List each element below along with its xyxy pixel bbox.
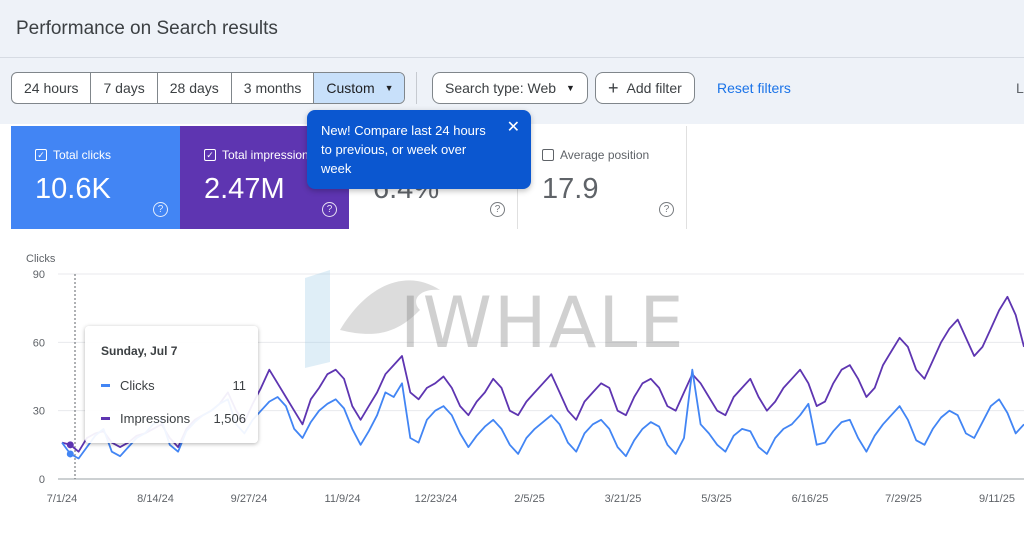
whale-logo-watermark — [305, 270, 440, 368]
search-type-label: Search type: Web — [445, 80, 557, 96]
x-tick-label: 8/14/24 — [137, 493, 174, 505]
metric-card-position[interactable]: Average position 17.9 ? — [518, 126, 687, 229]
metric-value-impressions: 2.47M — [204, 173, 285, 205]
clicks-legend-dash — [101, 384, 110, 387]
x-tick-label: 2/5/25 — [514, 493, 545, 505]
date-range-3-months[interactable]: 3 months — [232, 73, 315, 103]
metric-label-impressions: Total impressions — [222, 148, 315, 162]
date-range-selector: 24 hours 7 days 28 days 3 months Custom … — [11, 72, 405, 104]
tooltip-text: New! Compare last 24 hours to previous, … — [321, 123, 486, 176]
metric-value-position: 17.9 — [542, 173, 599, 205]
close-icon[interactable]: ✕ — [506, 119, 520, 136]
watermark-text: IWHALE — [400, 282, 686, 364]
y-tick-label: 30 — [33, 406, 45, 418]
chart-hover-card: Sunday, Jul 7 Clicks 11 Impressions 1,50… — [85, 326, 258, 443]
y-tick-label: 60 — [33, 337, 45, 349]
y-tick-label: 90 — [33, 269, 45, 281]
help-icon[interactable]: ? — [490, 202, 505, 217]
x-tick-label: 9/27/24 — [231, 493, 268, 505]
hover-card-row-impressions: Impressions 1,506 — [101, 411, 246, 426]
x-tick-label: 12/23/24 — [415, 493, 458, 505]
x-tick-label: 3/21/25 — [605, 493, 642, 505]
plus-icon: + — [608, 77, 619, 98]
impressions-legend-dash — [101, 417, 110, 420]
last-update-text-cut: L — [1016, 80, 1024, 96]
metric-value-clicks: 10.6K — [35, 173, 111, 205]
compare-tooltip: New! Compare last 24 hours to previous, … — [307, 110, 531, 189]
x-tick-label: 5/3/25 — [701, 493, 732, 505]
hover-card-label: Clicks — [120, 378, 155, 393]
x-tick-label: 6/16/25 — [792, 493, 829, 505]
checkbox-unchecked-icon[interactable] — [542, 149, 554, 161]
page-title: Performance on Search results — [16, 18, 278, 39]
chart-y-axis-title: Clicks — [26, 253, 56, 265]
dropdown-caret-icon: ▼ — [566, 83, 575, 93]
hover-card-date: Sunday, Jul 7 — [101, 344, 178, 358]
help-icon[interactable]: ? — [153, 202, 168, 217]
toolbar-divider — [416, 72, 417, 104]
x-tick-label: 9/11/25 — [979, 493, 1015, 505]
metric-label-row: ✓ Total impressions — [204, 148, 315, 162]
hover-card-label: Impressions — [120, 411, 191, 426]
y-tick-label: 0 — [39, 474, 45, 486]
help-icon[interactable]: ? — [322, 202, 337, 217]
date-range-7-days[interactable]: 7 days — [91, 73, 158, 103]
dropdown-caret-icon: ▼ — [384, 83, 394, 93]
x-tick-label: 7/1/24 — [47, 493, 78, 505]
date-range-custom[interactable]: Custom ▼ — [314, 73, 404, 103]
add-filter-label: Add filter — [626, 80, 682, 96]
date-range-28-days[interactable]: 28 days — [158, 73, 232, 103]
date-range-24-hours[interactable]: 24 hours — [12, 73, 92, 103]
help-icon[interactable]: ? — [659, 202, 674, 217]
search-type-dropdown[interactable]: Search type: Web ▼ — [432, 72, 588, 104]
x-tick-label: 11/9/24 — [325, 493, 361, 505]
reset-filters-link[interactable]: Reset filters — [717, 80, 791, 96]
hover-point-impressions — [66, 441, 74, 449]
x-tick-label: 7/29/25 — [885, 493, 922, 505]
header-divider — [0, 57, 1024, 58]
hover-card-row-clicks: Clicks 11 — [101, 378, 246, 393]
hover-card-value: 1,506 — [213, 411, 246, 426]
add-filter-button[interactable]: + Add filter — [595, 72, 695, 104]
date-range-custom-label: Custom — [326, 80, 375, 96]
hover-point-clicks — [66, 450, 74, 458]
metric-label-row: ✓ Total clicks — [35, 148, 111, 162]
metric-card-clicks[interactable]: ✓ Total clicks 10.6K ? — [11, 126, 180, 229]
page-header: Performance on Search results 24 hours 7… — [0, 0, 1024, 124]
hover-card-value: 11 — [232, 378, 247, 393]
metric-label-clicks: Total clicks — [53, 148, 112, 162]
metric-label-position: Average position — [560, 148, 650, 162]
checkbox-checked-icon[interactable]: ✓ — [35, 149, 47, 161]
checkbox-checked-icon[interactable]: ✓ — [204, 149, 216, 161]
metric-label-row: Average position — [542, 148, 649, 162]
